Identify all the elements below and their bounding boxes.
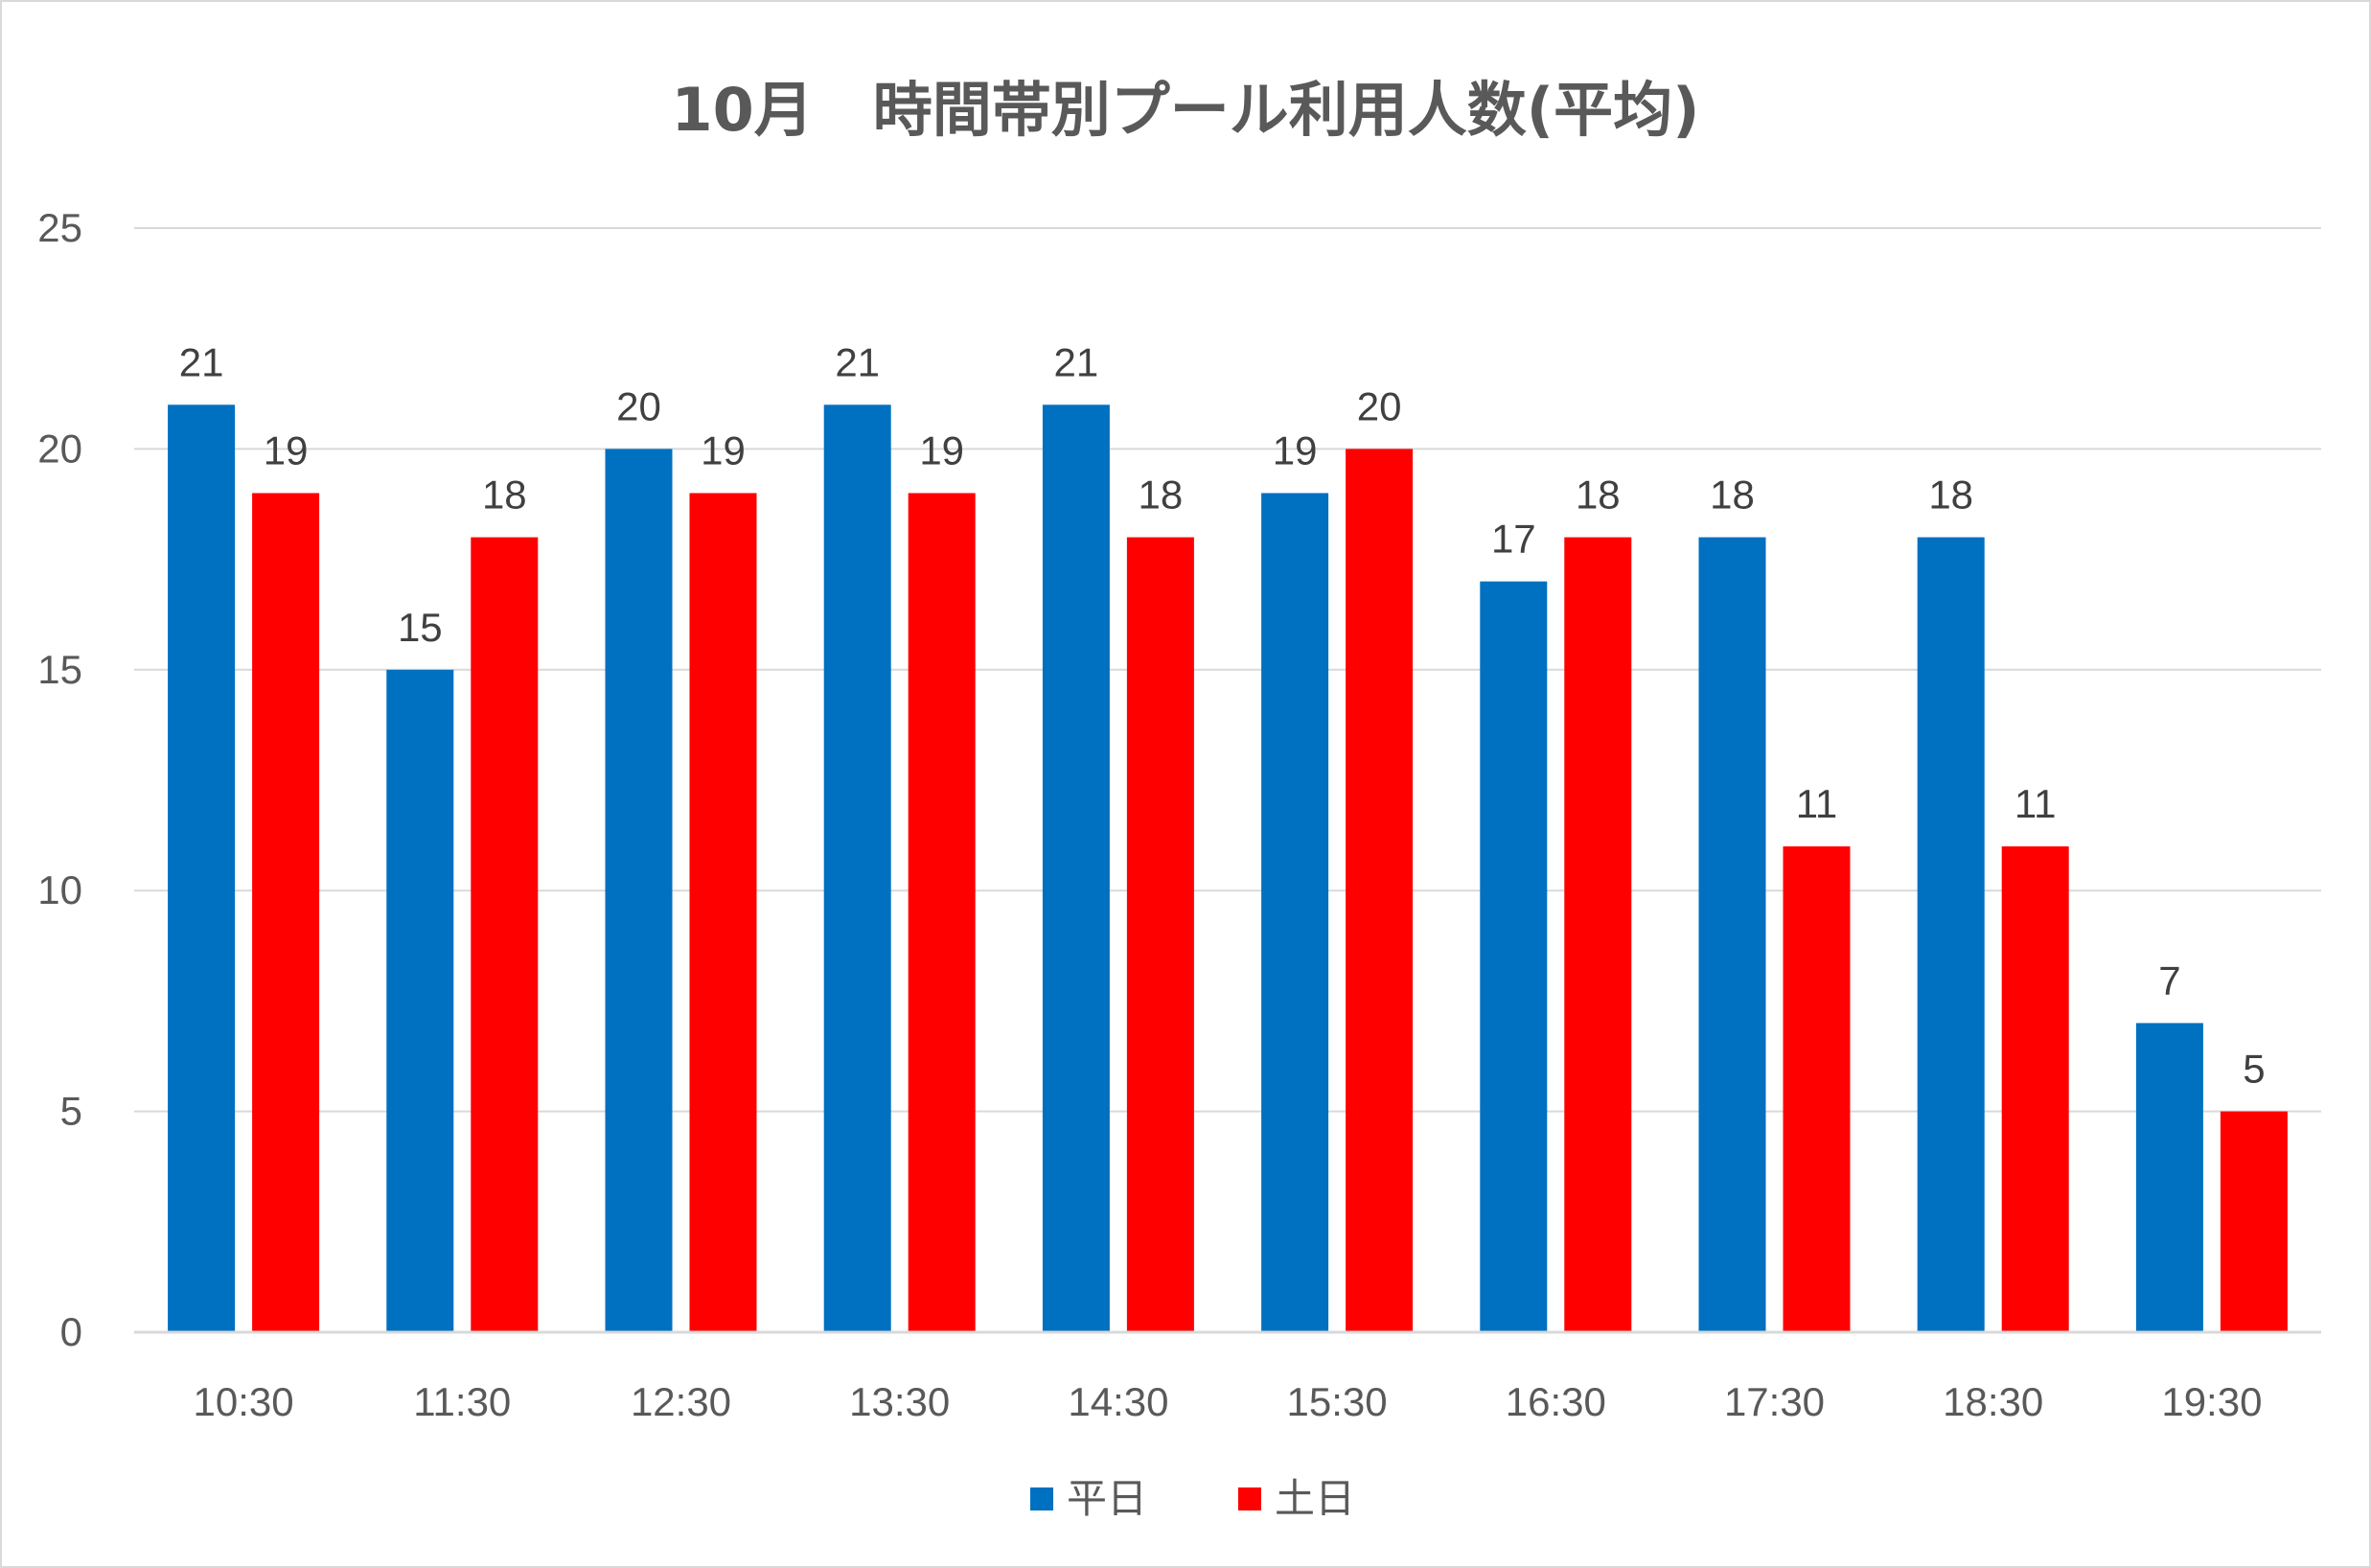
data-label: 15 [398,605,443,650]
y-tick-label: 15 [37,647,82,692]
data-label: 18 [482,473,527,518]
y-tick-label: 25 [37,205,82,250]
data-label: 5 [2243,1047,2265,1092]
gridlines [134,227,2321,1113]
data-label: 20 [616,383,661,428]
data-label: 18 [1139,473,1184,518]
legend-label: 土日 [1275,1475,1355,1522]
data-label: 11 [1796,781,1838,826]
y-tick-label: 10 [37,867,82,912]
y-tick-label: 20 [37,426,82,471]
bar [605,449,673,1332]
bar [1564,537,1632,1332]
bar [1261,493,1329,1332]
legend-swatch [1030,1487,1053,1510]
data-label: 17 [1491,517,1536,562]
bars [168,404,2288,1332]
bar [252,493,320,1332]
data-label: 19 [1273,427,1318,473]
legend-label: 平日 [1067,1475,1147,1522]
data-label: 18 [1928,473,1973,518]
bar [2220,1111,2288,1332]
data-label: 18 [1710,473,1755,518]
bar [1126,537,1194,1332]
data-label: 20 [1357,383,1402,428]
x-tick-label: 19:30 [2161,1379,2262,1424]
data-label: 19 [919,427,964,473]
bar [1783,846,1851,1332]
bar [1346,449,1414,1332]
data-label: 19 [264,427,309,473]
data-label: 11 [2014,781,2057,826]
x-tick-label: 12:30 [631,1379,731,1424]
data-label: 21 [179,339,224,384]
bar [908,493,976,1332]
x-tick-label: 16:30 [1506,1379,1606,1424]
y-axis-ticks: 0 5 10 15 20 25 [37,205,82,1354]
data-label: 21 [835,339,880,384]
data-label: 7 [2158,957,2180,1003]
x-tick-label: 14:30 [1068,1379,1168,1424]
x-tick-label: 13:30 [849,1379,950,1424]
data-label: 18 [1576,473,1621,518]
x-axis-ticks: 10:30 11:30 12:30 13:30 14:30 15:30 16:30 17:30… [194,1379,2263,1424]
bar [1698,537,1766,1332]
bar [168,404,236,1332]
bar [386,669,454,1332]
y-tick-label: 0 [60,1309,82,1354]
bar [689,493,757,1332]
bar [471,537,539,1332]
data-labels: 21 19 15 18 20 19 21 19 21 18 19 20 17 18 18 11 18 11 7 5 [179,339,2266,1091]
bar [1042,404,1110,1332]
x-tick-label: 17:30 [1724,1379,1825,1424]
chart-title: 10月 時間帯別プール利用人数(平均) [672,75,1700,145]
x-tick-label: 10:30 [194,1379,294,1424]
x-tick-label: 18:30 [1943,1379,2043,1424]
bar [2001,846,2069,1332]
bar [823,404,891,1332]
x-tick-label: 15:30 [1287,1379,1388,1424]
data-label: 19 [701,427,746,473]
bar [2135,1023,2203,1332]
legend-swatch [1238,1487,1261,1510]
bar [1480,581,1548,1332]
bar [1917,537,1985,1332]
legend: 平日 土日 [1030,1475,1355,1522]
y-tick-label: 5 [60,1089,82,1134]
data-label: 21 [1054,339,1099,384]
x-tick-label: 11:30 [413,1379,511,1424]
